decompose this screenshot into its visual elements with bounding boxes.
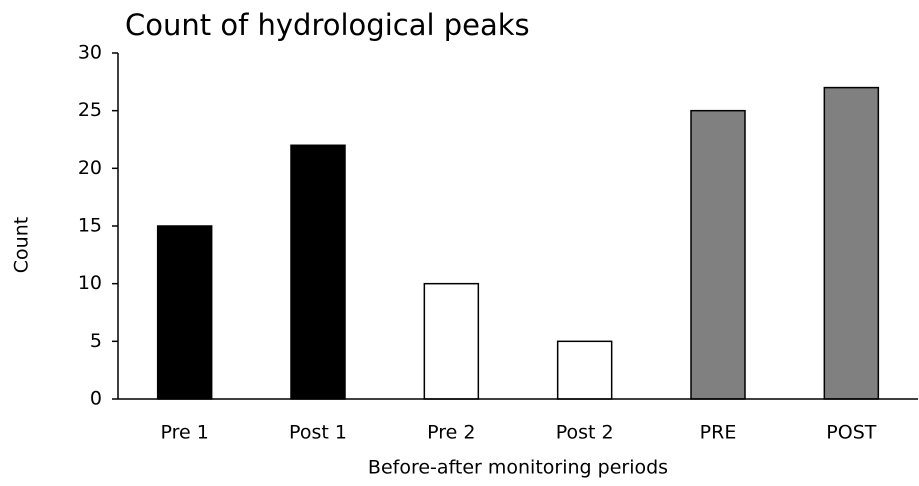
y-tick-label: 30	[78, 42, 102, 64]
x-tick-label: Pre 2	[427, 422, 475, 444]
chart-title: Count of hydrological peaks	[125, 8, 530, 42]
y-tick-label: 10	[78, 272, 102, 294]
bar	[823, 86, 880, 400]
y-tick-label: 25	[78, 99, 102, 121]
x-tick-label: Post 2	[556, 422, 614, 444]
y-axis-label: Count	[11, 217, 33, 273]
y-tick-label: 5	[90, 330, 102, 352]
bar	[156, 225, 213, 400]
bar	[423, 282, 480, 400]
x-tick-label: Post 1	[289, 422, 347, 444]
x-tick-label: POST	[826, 422, 876, 444]
bar	[290, 144, 346, 400]
x-axis-label: Before-after monitoring periods	[368, 457, 668, 479]
y-tick-label: 20	[78, 157, 102, 179]
x-tick-label: PRE	[700, 422, 737, 444]
y-tick-label: 15	[78, 215, 102, 237]
y-tick-label: 0	[90, 388, 102, 410]
bar	[556, 340, 613, 400]
x-tick-label: Pre 1	[160, 422, 208, 444]
bar	[690, 109, 746, 400]
